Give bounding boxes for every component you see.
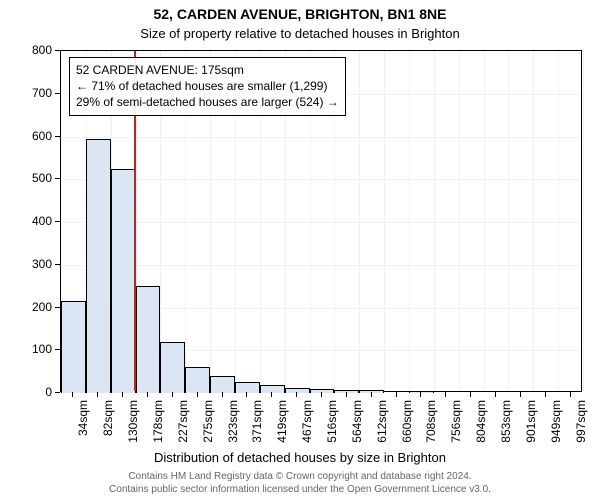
x-tick-mark [97,392,98,397]
gridline-v [409,51,410,391]
x-tick-mark [271,392,272,397]
x-tick-label: 467sqm [300,400,314,443]
x-tick-label: 516sqm [325,400,339,443]
y-tick-mark [55,178,60,179]
gridline-h [61,265,581,266]
x-tick-label: 660sqm [400,400,414,443]
x-tick-label: 82sqm [101,400,115,436]
x-tick-label: 323sqm [226,400,240,443]
plot-area: 52 CARDEN AVENUE: 175sqm← 71% of detache… [60,50,582,392]
gridline-h [61,222,581,223]
y-tick-mark [55,349,60,350]
y-tick-label: 0 [20,385,52,399]
x-tick-mark [147,392,148,397]
x-tick-label: 371sqm [250,400,264,443]
annotation-box: 52 CARDEN AVENUE: 175sqm← 71% of detache… [69,57,346,116]
x-tick-mark [72,392,73,397]
chart-subtitle: Size of property relative to detached ho… [0,26,600,41]
y-tick-label: 200 [20,300,52,314]
x-tick-label: 419sqm [275,400,289,443]
histogram-bar [61,301,86,393]
annotation-line-3: 29% of semi-detached houses are larger (… [76,94,339,110]
y-tick-mark [55,50,60,51]
histogram-bar [235,382,260,393]
gridline-v [533,51,534,391]
x-tick-mark [470,392,471,397]
histogram-bar [136,286,161,393]
histogram-bar [185,367,210,393]
y-tick-mark [55,264,60,265]
x-tick-mark [246,392,247,397]
x-tick-label: 564sqm [350,400,364,443]
x-tick-mark [222,392,223,397]
x-tick-mark [396,392,397,397]
y-tick-label: 700 [20,86,52,100]
gridline-h [61,137,581,138]
gridline-v [384,51,385,391]
annotation-line-1: 52 CARDEN AVENUE: 175sqm [76,62,339,78]
x-tick-label: 227sqm [176,400,190,443]
annotation-line-2: ← 71% of detached houses are smaller (1,… [76,78,339,94]
x-tick-mark [495,392,496,397]
gridline-v [359,51,360,391]
x-tick-mark [570,392,571,397]
histogram-bar [160,342,185,393]
y-tick-label: 500 [20,171,52,185]
y-tick-mark [55,93,60,94]
histogram-bar [359,390,384,393]
x-axis-label: Distribution of detached houses by size … [0,450,600,465]
credits: Contains HM Land Registry data © Crown c… [0,471,600,496]
y-tick-mark [55,307,60,308]
x-tick-label: 178sqm [151,400,165,443]
x-tick-label: 997sqm [574,400,588,443]
x-tick-label: 708sqm [424,400,438,443]
y-tick-label: 400 [20,214,52,228]
gridline-v [508,51,509,391]
y-tick-label: 100 [20,342,52,356]
x-tick-label: 756sqm [449,400,463,443]
gridline-v [434,51,435,391]
x-tick-mark [296,392,297,397]
x-tick-mark [420,392,421,397]
x-tick-mark [172,392,173,397]
credits-line-1: Contains HM Land Registry data © Crown c… [0,471,600,484]
histogram-bar [409,391,434,393]
gridline-v [459,51,460,391]
y-tick-label: 600 [20,129,52,143]
histogram-bar [86,139,111,393]
chart-title: 52, CARDEN AVENUE, BRIGHTON, BN1 8NE [0,6,600,22]
histogram-bar [210,376,235,393]
x-tick-label: 275sqm [201,400,215,443]
x-tick-mark [197,392,198,397]
credits-line-2: Contains public sector information licen… [0,484,600,497]
y-tick-mark [55,392,60,393]
y-tick-label: 300 [20,257,52,271]
x-tick-mark [545,392,546,397]
x-tick-mark [520,392,521,397]
x-tick-mark [122,392,123,397]
x-tick-mark [321,392,322,397]
x-tick-label: 34sqm [76,400,90,436]
gridline-v [583,51,584,391]
x-tick-mark [371,392,372,397]
y-tick-label: 800 [20,43,52,57]
gridline-v [484,51,485,391]
x-tick-label: 804sqm [474,400,488,443]
x-tick-label: 612sqm [375,400,389,443]
gridline-v [558,51,559,391]
x-tick-label: 130sqm [126,400,140,443]
y-tick-mark [55,136,60,137]
histogram-bar [111,169,136,393]
x-tick-mark [445,392,446,397]
y-tick-mark [55,221,60,222]
x-tick-mark [346,392,347,397]
histogram-bar [334,390,359,393]
x-tick-label: 901sqm [524,400,538,443]
x-tick-label: 853sqm [499,400,513,443]
gridline-h [61,179,581,180]
x-tick-label: 949sqm [549,400,563,443]
